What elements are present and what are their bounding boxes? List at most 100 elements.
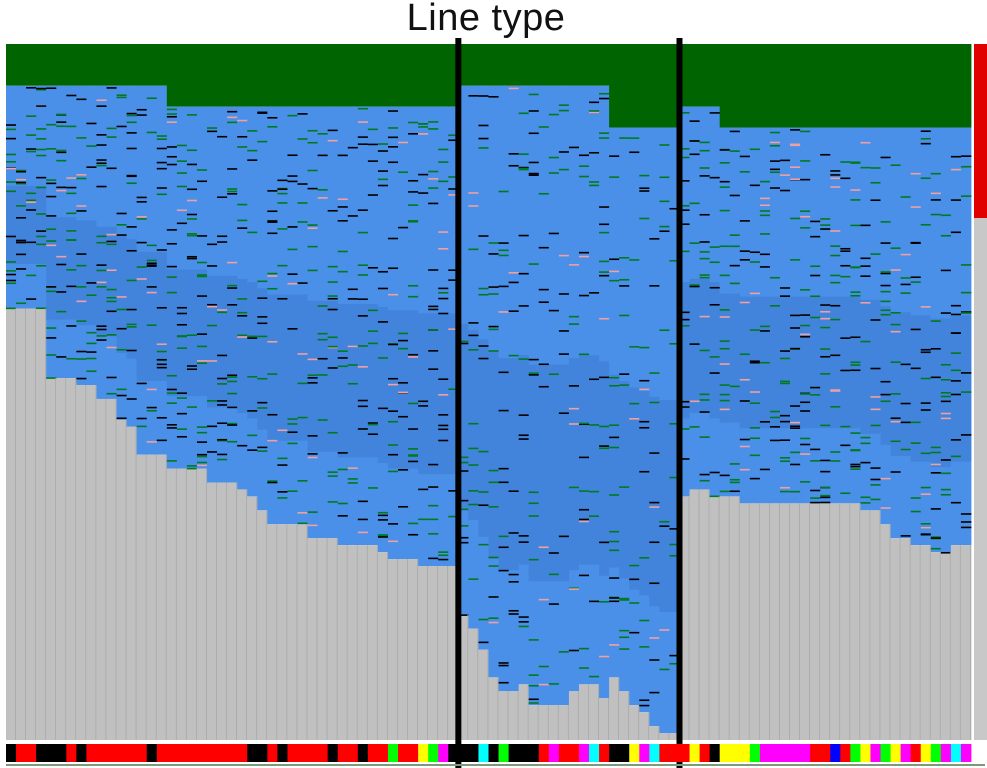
cell-line xyxy=(448,139,459,142)
column-background-cells xyxy=(196,468,208,740)
cell-line xyxy=(769,160,781,162)
cell-line xyxy=(307,169,319,172)
cell-line xyxy=(578,165,590,167)
cell-line xyxy=(408,533,419,536)
cell-line xyxy=(257,322,268,325)
cell-line xyxy=(719,186,731,188)
column-background-cells xyxy=(609,677,620,740)
column-main-cells xyxy=(26,85,37,309)
cell-line xyxy=(6,124,17,126)
annotation-cell xyxy=(106,744,117,762)
cell-line xyxy=(568,407,580,410)
cell-line xyxy=(56,121,67,123)
column-main-cells xyxy=(408,106,419,560)
cell-line xyxy=(106,288,117,291)
column-background-cells xyxy=(247,496,258,740)
cell-line xyxy=(719,149,731,151)
cell-line xyxy=(950,313,962,316)
cell-line xyxy=(217,458,228,461)
cell-line xyxy=(76,377,87,380)
cell-line xyxy=(106,300,117,303)
cell-line xyxy=(488,565,499,567)
cell-line xyxy=(870,253,881,255)
cell-line xyxy=(900,402,912,405)
cell-line xyxy=(307,435,319,437)
annotation-cell xyxy=(287,744,298,762)
heatmap-column xyxy=(438,44,449,740)
cell-line xyxy=(176,160,188,162)
cell-line xyxy=(176,347,188,349)
column-top-band xyxy=(589,44,600,86)
column-background-cells xyxy=(780,503,791,740)
cell-line xyxy=(930,320,942,322)
cell-line xyxy=(790,451,801,454)
cell-line xyxy=(790,143,801,146)
cell-line xyxy=(669,259,680,262)
cell-line xyxy=(679,400,690,403)
cell-line xyxy=(498,569,510,572)
cell-line xyxy=(689,202,700,205)
column-shade xyxy=(66,217,77,320)
cell-line xyxy=(347,288,359,291)
cell-line xyxy=(408,121,419,124)
column-top-band xyxy=(16,44,27,86)
column-main-cells xyxy=(558,85,570,706)
cell-line xyxy=(599,223,610,226)
cell-line xyxy=(850,336,861,339)
cell-line xyxy=(498,546,510,549)
cell-line xyxy=(408,133,419,135)
heatmap-column xyxy=(780,44,791,740)
column-background-cells xyxy=(337,545,349,740)
cell-line xyxy=(780,486,791,489)
annotation-cell xyxy=(196,744,208,762)
cell-line xyxy=(538,192,550,195)
cell-line xyxy=(337,502,349,505)
cell-line xyxy=(277,202,288,204)
column-top-band xyxy=(830,44,841,128)
cell-line xyxy=(36,235,47,238)
cell-line xyxy=(599,655,610,658)
cell-line xyxy=(247,231,258,234)
cell-line xyxy=(538,665,550,668)
heatmap-column xyxy=(689,44,700,740)
cell-line xyxy=(739,171,751,173)
cell-line xyxy=(76,253,87,255)
cell-line xyxy=(297,282,308,284)
column-top-band xyxy=(498,44,510,86)
cell-line xyxy=(518,625,530,628)
column-top-band xyxy=(106,44,117,86)
heatmap-column xyxy=(840,44,851,740)
cell-line xyxy=(267,116,278,119)
cell-line xyxy=(186,368,198,371)
cell-line xyxy=(800,481,811,483)
heatmap-column xyxy=(488,44,499,740)
cell-line xyxy=(267,373,278,375)
column-background-cells xyxy=(910,545,922,740)
cell-line xyxy=(790,129,801,131)
cell-line xyxy=(890,164,902,167)
cell-line xyxy=(136,425,148,428)
cell-line xyxy=(106,233,117,236)
cell-line xyxy=(729,481,741,484)
column-shade xyxy=(26,185,37,264)
cell-line xyxy=(297,138,308,140)
column-background-cells xyxy=(357,545,369,740)
cell-line xyxy=(307,129,319,132)
cell-line xyxy=(629,151,640,154)
cell-line xyxy=(599,97,610,100)
heatmap-column xyxy=(528,44,540,740)
column-background-cells xyxy=(538,705,550,740)
annotation-cell xyxy=(387,744,399,762)
column-shade xyxy=(327,300,339,452)
cell-line xyxy=(166,121,178,123)
cell-line xyxy=(850,294,861,297)
cell-line xyxy=(247,149,258,152)
annotation-cell xyxy=(156,744,168,762)
cell-line xyxy=(327,471,339,473)
cell-line xyxy=(930,446,942,449)
cell-line xyxy=(780,382,791,385)
column-main-cells xyxy=(297,106,308,525)
annotation-cell xyxy=(408,744,419,762)
cell-line xyxy=(578,251,590,254)
cell-line xyxy=(649,401,660,404)
